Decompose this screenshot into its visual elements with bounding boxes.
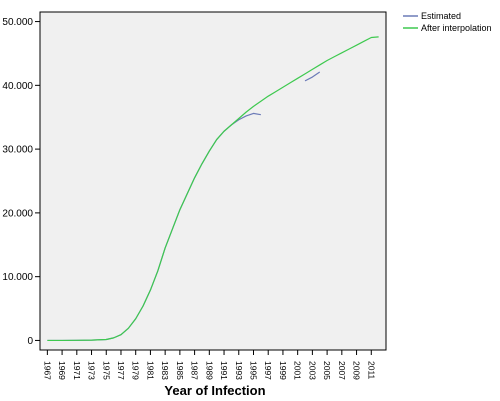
- x-tick-label: 2003: [307, 361, 317, 380]
- x-tick-label: 2001: [293, 361, 303, 380]
- x-tick-label: 1979: [131, 361, 141, 380]
- x-axis: 1967 1969 1971 1973 1975 1977 1979 1981 1983 1985…: [42, 350, 376, 380]
- x-tick-label: 1981: [145, 361, 155, 380]
- series-line-after-interpolation: [47, 36, 379, 342]
- x-tick-label: 1995: [248, 361, 258, 380]
- plot-area: [39, 11, 387, 351]
- x-tick-label: 1997: [263, 361, 273, 380]
- y-tick-label: 50.000: [2, 17, 33, 28]
- x-tick-label: 2011: [366, 361, 376, 380]
- x-tick-label: 1985: [175, 361, 185, 380]
- y-tick-label: 20.000: [2, 208, 33, 219]
- x-tick-label: 1971: [72, 361, 82, 380]
- y-tick-label: 0: [27, 336, 33, 347]
- x-tick-label: 1999: [278, 361, 288, 380]
- x-tick-label: 1983: [160, 361, 170, 380]
- x-tick-label: 2005: [322, 361, 332, 380]
- y-tick-label: 40.000: [2, 81, 33, 92]
- y-tick-label: 10.000: [2, 272, 33, 283]
- x-tick-label: 1969: [57, 361, 67, 380]
- x-tick-label: 1967: [42, 361, 52, 380]
- legend-label: After interpolation: [421, 23, 492, 33]
- x-tick-label: 2009: [352, 361, 362, 380]
- series-line-estimated: [304, 71, 321, 82]
- x-tick-label: 1987: [190, 361, 200, 380]
- legend: Estimated After interpolation: [403, 11, 492, 33]
- legend-label: Estimated: [421, 11, 461, 21]
- x-tick-label: 1989: [204, 361, 214, 380]
- y-axis: 0 10.000 20.000 30.000 40.000 50.000: [2, 17, 40, 347]
- x-tick-label: 1993: [234, 361, 244, 380]
- x-tick-label: 2007: [337, 361, 347, 380]
- series-lines: [47, 36, 379, 342]
- x-tick-label: 1991: [219, 361, 229, 380]
- x-tick-label: 1975: [101, 361, 111, 380]
- y-tick-label: 30.000: [2, 145, 33, 156]
- x-tick-label: 1977: [116, 361, 126, 380]
- x-axis-title: Year of Infection: [164, 383, 265, 398]
- x-tick-label: 1973: [87, 361, 97, 380]
